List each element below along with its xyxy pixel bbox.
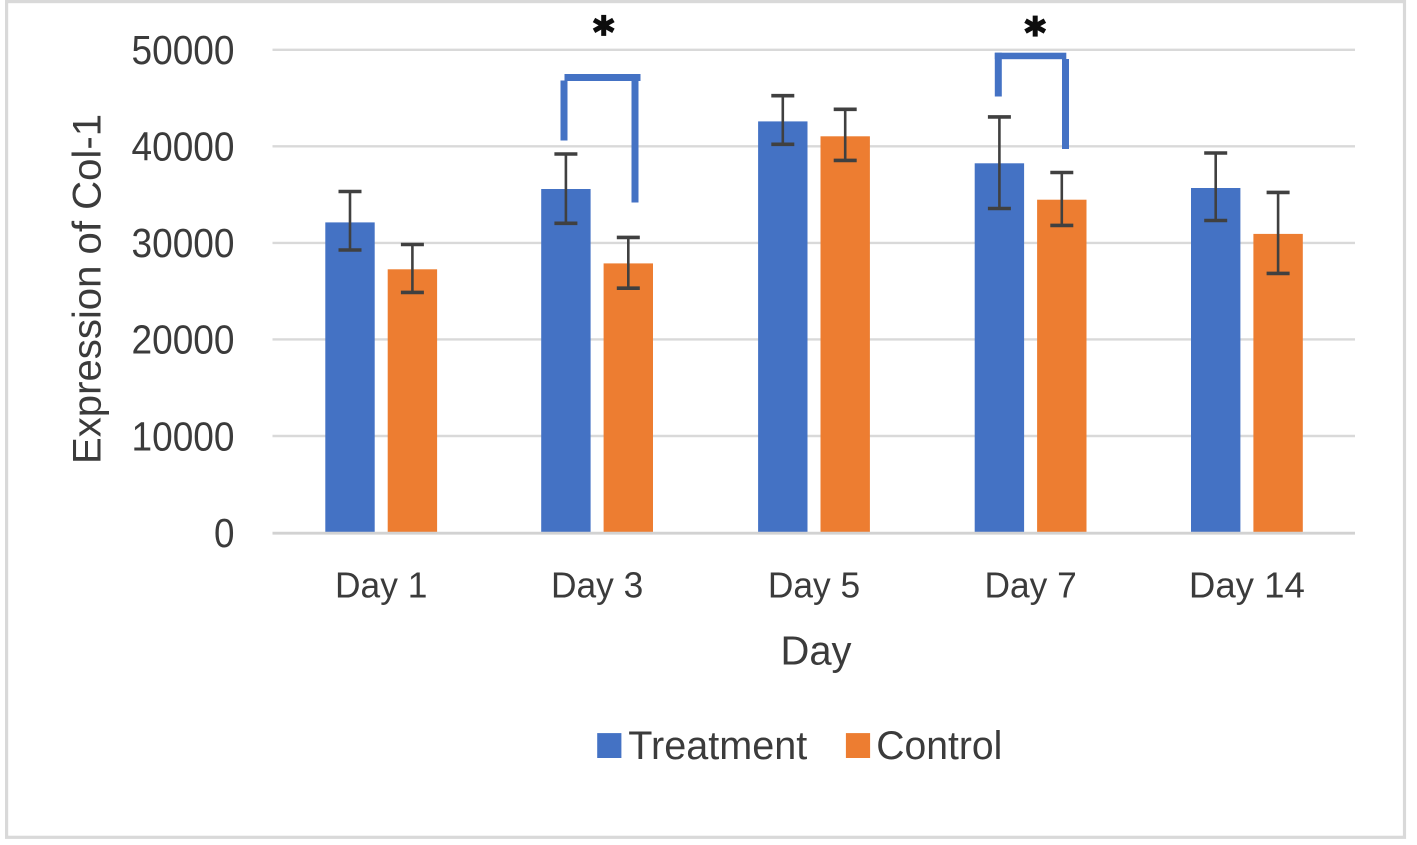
svg-text:Day 14: Day 14: [1189, 565, 1305, 606]
svg-text:Day 3: Day 3: [551, 565, 643, 606]
svg-text:Treatment: Treatment: [628, 724, 807, 768]
svg-text:30000: 30000: [132, 220, 235, 266]
svg-text:40000: 40000: [132, 124, 235, 170]
svg-text:Day 5: Day 5: [768, 565, 860, 606]
svg-text:Day: Day: [781, 628, 853, 674]
svg-text:Expression of Col-1: Expression of Col-1: [66, 114, 110, 464]
svg-text:0: 0: [214, 510, 235, 556]
svg-text:20000: 20000: [132, 317, 235, 363]
svg-text:50000: 50000: [132, 27, 235, 73]
svg-text:10000: 10000: [132, 413, 235, 459]
svg-text:Day 1: Day 1: [335, 565, 427, 606]
svg-text:Day 7: Day 7: [984, 565, 1076, 606]
svg-text:Control: Control: [876, 724, 1002, 768]
